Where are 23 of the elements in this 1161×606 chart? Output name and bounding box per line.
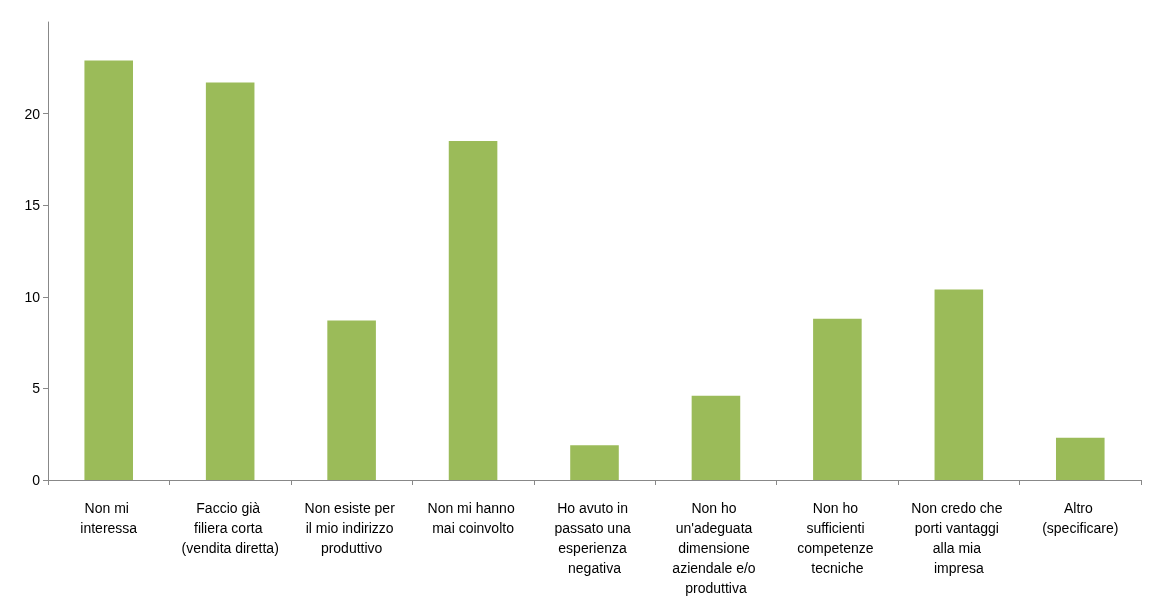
y-tick-label: 0 [32,472,41,488]
y-tick-label: 20 [24,105,41,122]
bar [691,395,741,480]
x-tick-label: Non esiste per il mio indirizzo produttivo [304,500,399,556]
bar [205,82,255,480]
x-tick-label: Non ho un'adeguata dimensione aziendale e/o produttiva [672,500,760,596]
bar [1055,437,1105,480]
x-tick-label: Faccio già filiera corta (vendita diretta) [181,500,279,556]
y-tick-label: 10 [24,288,41,305]
bar [327,320,376,480]
x-tick-label: Non credo che porti vantaggi alla mia impresa [911,500,1007,576]
x-tick-label: Ho avuto in passato una esperienza negativa [554,500,635,576]
bar [570,445,619,480]
bar [934,289,984,480]
x-tick-label: Non mi hanno mai coinvolto [427,500,519,536]
bar [84,60,134,480]
y-tick-label: 5 [32,380,41,397]
y-tick-label: 15 [24,197,41,214]
bar [448,141,498,480]
x-tick-label: Non ho sufficienti competenze tecniche [797,500,878,576]
x-tick-label: Altro (specificare) [1042,500,1119,536]
bar [813,318,862,480]
x-tick-label: Non mi interessa [80,500,138,536]
